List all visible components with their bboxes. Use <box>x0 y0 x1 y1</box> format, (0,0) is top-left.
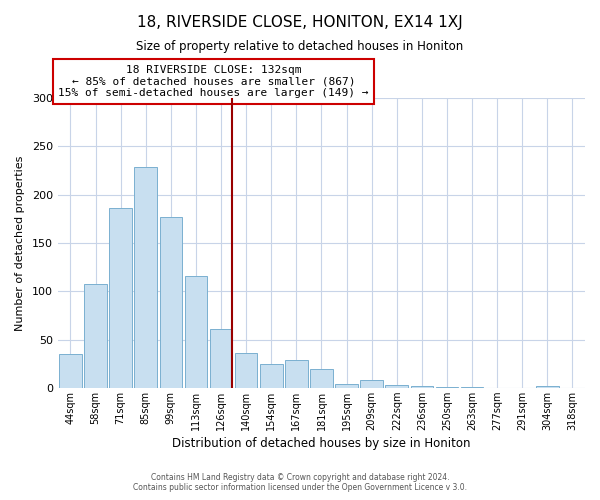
Bar <box>109 208 132 388</box>
Bar <box>335 384 358 388</box>
Text: 18 RIVERSIDE CLOSE: 132sqm
← 85% of detached houses are smaller (867)
15% of sem: 18 RIVERSIDE CLOSE: 132sqm ← 85% of deta… <box>58 65 368 98</box>
Bar <box>235 353 257 388</box>
Bar <box>210 329 232 388</box>
Text: Size of property relative to detached houses in Honiton: Size of property relative to detached ho… <box>136 40 464 53</box>
X-axis label: Distribution of detached houses by size in Honiton: Distribution of detached houses by size … <box>172 437 471 450</box>
Bar <box>160 217 182 388</box>
Text: Contains HM Land Registry data © Crown copyright and database right 2024.
Contai: Contains HM Land Registry data © Crown c… <box>133 473 467 492</box>
Y-axis label: Number of detached properties: Number of detached properties <box>15 156 25 330</box>
Bar <box>461 387 484 388</box>
Bar <box>310 370 333 388</box>
Bar <box>134 166 157 388</box>
Bar <box>285 360 308 388</box>
Bar <box>385 385 408 388</box>
Bar <box>185 276 207 388</box>
Bar <box>536 386 559 388</box>
Text: 18, RIVERSIDE CLOSE, HONITON, EX14 1XJ: 18, RIVERSIDE CLOSE, HONITON, EX14 1XJ <box>137 15 463 30</box>
Bar <box>410 386 433 388</box>
Bar <box>84 284 107 388</box>
Bar <box>436 387 458 388</box>
Bar <box>59 354 82 388</box>
Bar <box>361 380 383 388</box>
Bar <box>260 364 283 388</box>
